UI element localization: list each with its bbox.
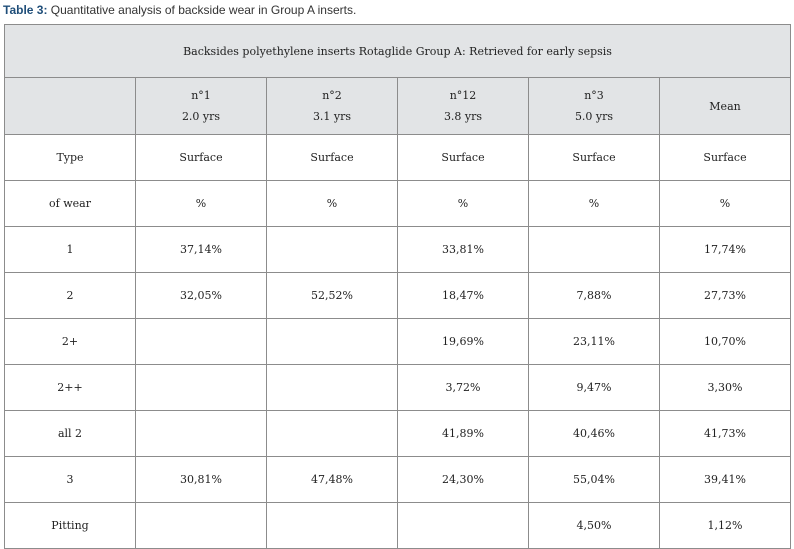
wear-analysis-table: Backsides polyethylene inserts Rotaglide… — [3, 24, 792, 549]
table-cell: 23,11% — [528, 318, 660, 365]
table-cell — [397, 502, 529, 549]
row-label-cell: 2++ — [4, 364, 136, 411]
table-header-row: n°1 2.0 yrs n°2 3.1 yrs n°12 3.8 yrs n°3 5.0 yr… — [4, 77, 792, 135]
table-cell — [528, 226, 660, 273]
table-row: 3 30,81% 47,48% 24,30% 55,04% 39,41% — [4, 456, 792, 503]
table-cell: % — [528, 180, 660, 227]
row-label-cell: all 2 — [4, 410, 136, 457]
table-cell: Surface — [135, 134, 267, 181]
table-cell — [135, 502, 267, 549]
table-cell: 32,05% — [135, 272, 267, 319]
row-label-cell: 1 — [4, 226, 136, 273]
table-cell: 17,74% — [658, 226, 792, 273]
table-cell — [135, 318, 267, 365]
table-cell — [266, 364, 398, 411]
column-header: n°3 5.0 yrs — [528, 77, 660, 135]
row-label-cell: 2 — [4, 272, 136, 319]
column-header-line1: n°2 — [322, 89, 342, 102]
table-banner: Backsides polyethylene inserts Rotaglide… — [3, 24, 792, 78]
table-cell — [266, 318, 398, 365]
table-cell: 52,52% — [266, 272, 398, 319]
table-cell: % — [135, 180, 267, 227]
table-cell — [266, 502, 398, 549]
table-cell: 3,30% — [658, 364, 792, 411]
column-header: n°1 2.0 yrs — [135, 77, 267, 135]
table-cell — [135, 410, 267, 457]
table-cell: 37,14% — [135, 226, 267, 273]
column-header-line2: 3.1 yrs — [312, 110, 352, 123]
table-cell: Surface — [658, 134, 792, 181]
table-cell: 41,73% — [658, 410, 792, 457]
column-header-line1: n°3 — [584, 89, 604, 102]
table-row: 2+ 19,69% 23,11% 10,70% — [4, 318, 792, 365]
row-label-cell: Type — [4, 134, 136, 181]
table-cell: 55,04% — [528, 456, 660, 503]
column-header: n°12 3.8 yrs — [397, 77, 529, 135]
table-row: 2++ 3,72% 9,47% 3,30% — [4, 364, 792, 411]
table-cell — [266, 226, 398, 273]
table-cell: 39,41% — [658, 456, 792, 503]
table-cell: % — [266, 180, 398, 227]
column-header: Mean — [658, 77, 792, 135]
table-cell: % — [397, 180, 529, 227]
table-row: 1 37,14% 33,81% 17,74% — [4, 226, 792, 273]
table-cell — [266, 410, 398, 457]
column-header-line1: Mean — [709, 99, 741, 113]
table-body: Backsides polyethylene inserts Rotaglide… — [3, 24, 792, 549]
column-header-line2: 2.0 yrs — [181, 110, 221, 123]
table-row: all 2 41,89% 40,46% 41,73% — [4, 410, 792, 457]
row-label-cell: 2+ — [4, 318, 136, 365]
column-header: n°2 3.1 yrs — [266, 77, 398, 135]
column-header-line2: 5.0 yrs — [574, 110, 614, 123]
table-row: Type Surface Surface Surface Surface Surface — [4, 134, 792, 181]
table-cell: 41,89% — [397, 410, 529, 457]
caption-text: Quantitative analysis of backside wear i… — [47, 3, 357, 17]
column-header-line1: n°1 — [191, 89, 211, 102]
table-cell: 10,70% — [658, 318, 792, 365]
column-header — [4, 77, 136, 135]
table-row: of wear%%%%% — [4, 180, 792, 227]
table-cell: 30,81% — [135, 456, 267, 503]
row-label-cell: of wear — [4, 180, 136, 227]
row-label-cell: Pitting — [4, 502, 136, 549]
table-cell: 1,12% — [658, 502, 792, 549]
column-header-line2: 3.8 yrs — [443, 110, 483, 123]
table-banner-row: Backsides polyethylene inserts Rotaglide… — [3, 24, 792, 78]
table-cell: 19,69% — [397, 318, 529, 365]
row-label-cell: 3 — [4, 456, 136, 503]
table-cell: 40,46% — [528, 410, 660, 457]
table-cell: 47,48% — [266, 456, 398, 503]
table-cell — [135, 364, 267, 411]
table-cell: 33,81% — [397, 226, 529, 273]
table-cell: 27,73% — [658, 272, 792, 319]
table-row: Pitting 4,50% 1,12% — [4, 502, 792, 549]
table-cell: Surface — [266, 134, 398, 181]
table-row: 2 32,05% 52,52% 18,47% 7,88% 27,73% — [4, 272, 792, 319]
column-header-line1: n°12 — [449, 89, 477, 102]
table-cell: 24,30% — [397, 456, 529, 503]
table-cell: 3,72% — [397, 364, 529, 411]
table-cell: 9,47% — [528, 364, 660, 411]
table-cell: 18,47% — [397, 272, 529, 319]
table-cell: 7,88% — [528, 272, 660, 319]
table-cell: 4,50% — [528, 502, 660, 549]
table-cell: Surface — [528, 134, 660, 181]
table-caption: Table 3: Quantitative analysis of backsi… — [3, 3, 356, 17]
table-cell: % — [658, 180, 792, 227]
caption-label: Table 3: — [3, 3, 48, 17]
table-cell: Surface — [397, 134, 529, 181]
